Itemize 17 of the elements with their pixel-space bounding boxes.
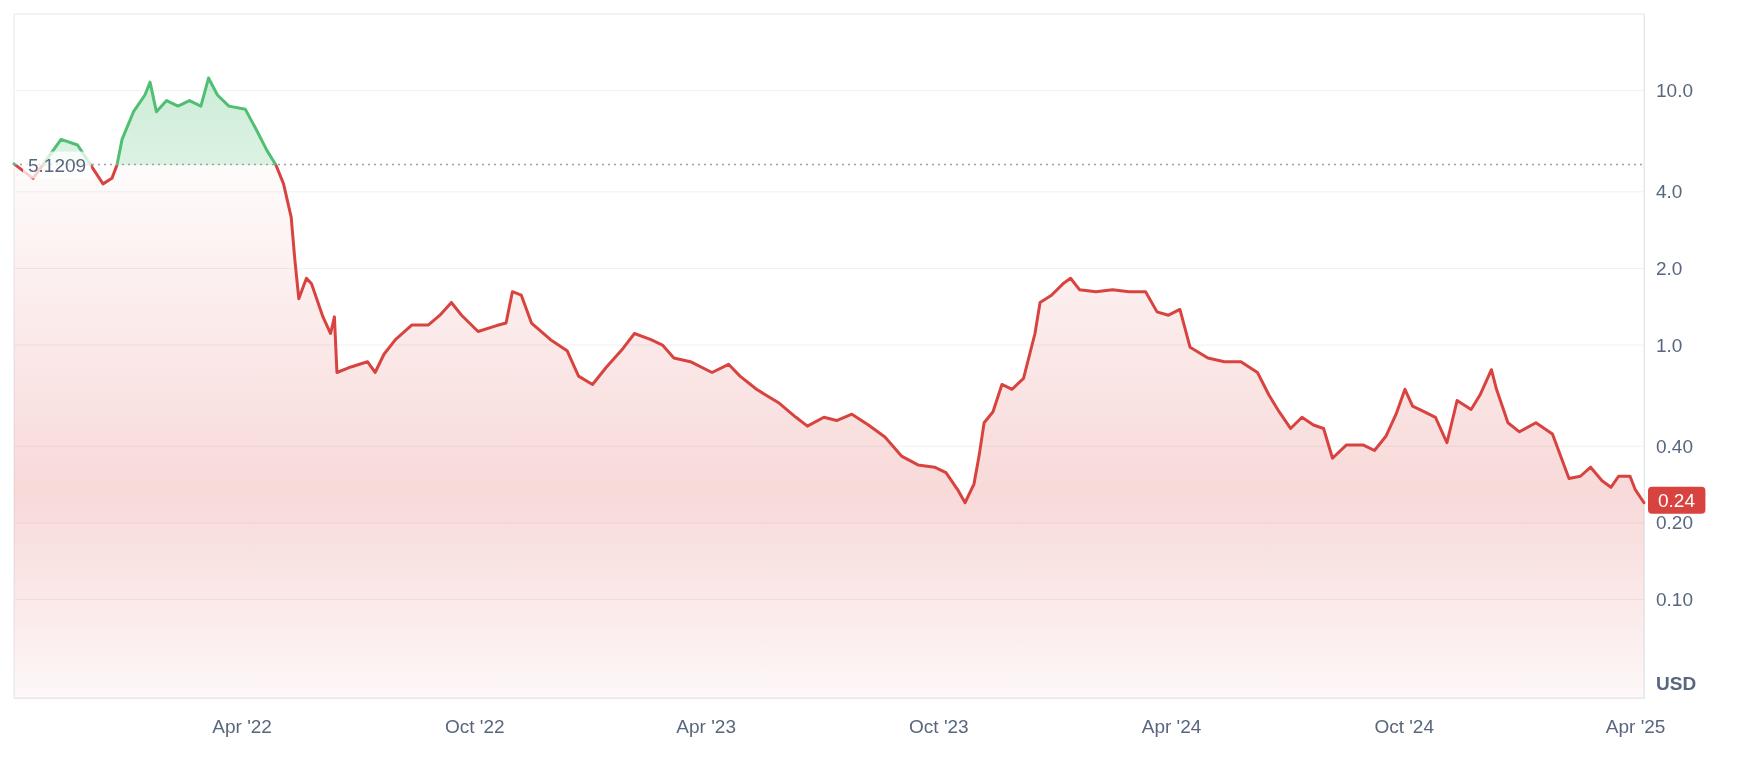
y-tick-label: 0.10	[1656, 589, 1693, 611]
x-tick-label: Apr '24	[1141, 716, 1202, 738]
x-tick-label: Oct '23	[909, 716, 969, 738]
y-axis-title: USD	[1656, 673, 1697, 694]
ref-line-label: 5.1209	[28, 154, 87, 176]
x-tick-label: Apr '23	[676, 716, 736, 738]
y-tick-label: 4.0	[1656, 181, 1683, 203]
y-tick-label: 10.0	[1656, 80, 1693, 102]
y-tick-label: 0.40	[1656, 435, 1693, 457]
x-tick-label: Apr '22	[212, 716, 272, 738]
y-tick-label: 1.0	[1656, 334, 1683, 356]
y-tick-label: 0.20	[1656, 512, 1693, 534]
x-tick-label: Apr '25	[1605, 716, 1666, 738]
annotation: 0.24	[1658, 489, 1696, 511]
y-tick-label: 2.0	[1656, 258, 1683, 280]
x-tick-label: Oct '22	[444, 716, 505, 738]
x-tick-label: Oct '24	[1374, 716, 1435, 738]
